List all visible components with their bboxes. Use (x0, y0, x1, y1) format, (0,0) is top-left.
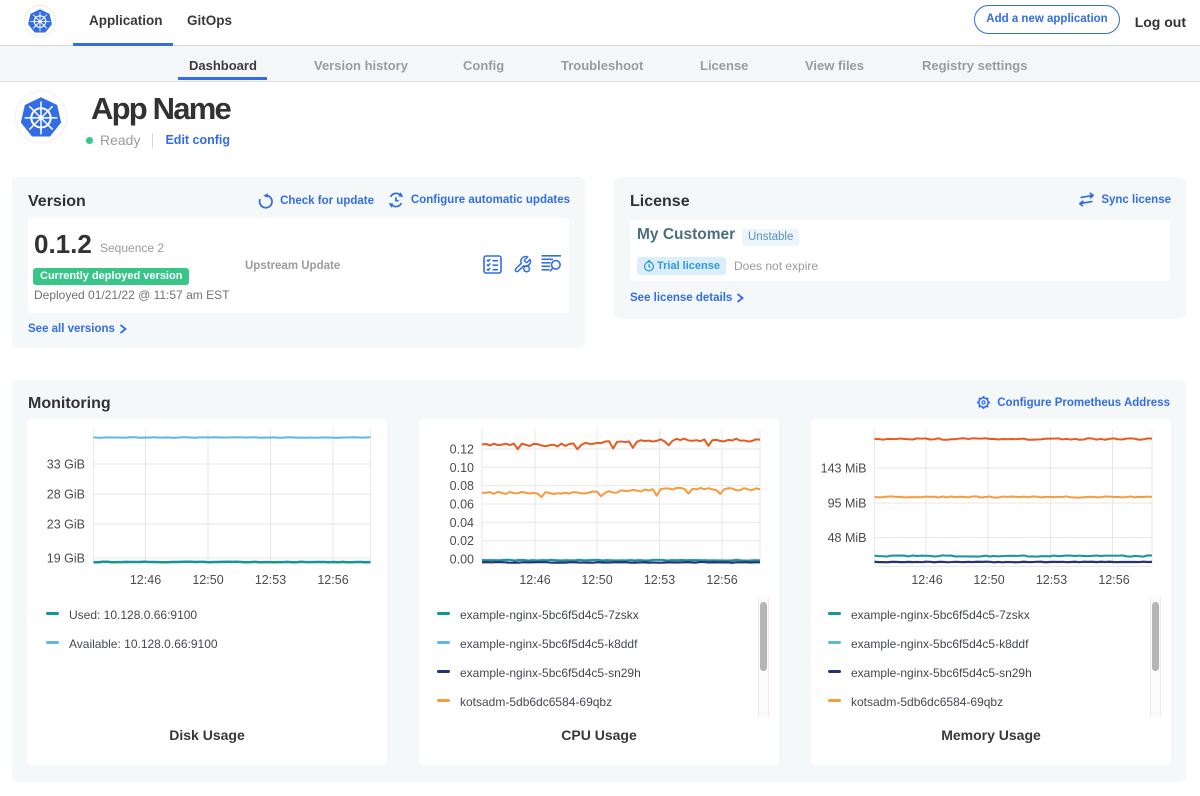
svg-text:143 MiB: 143 MiB (821, 462, 867, 476)
svg-text:12:56: 12:56 (706, 573, 737, 587)
svg-text:12:56: 12:56 (317, 573, 348, 587)
svg-text:12:53: 12:53 (1036, 573, 1067, 587)
svg-text:48 MiB: 48 MiB (828, 531, 867, 545)
svg-text:12:53: 12:53 (644, 573, 675, 587)
svg-text:33 GiB: 33 GiB (47, 458, 85, 472)
svg-text:12:46: 12:46 (519, 573, 550, 587)
svg-text:12:53: 12:53 (255, 573, 286, 587)
svg-text:0.12: 0.12 (450, 443, 474, 457)
svg-text:28 GiB: 28 GiB (47, 488, 85, 502)
svg-text:0.00: 0.00 (450, 553, 474, 567)
svg-text:0.10: 0.10 (450, 461, 474, 475)
svg-text:12:50: 12:50 (973, 573, 1004, 587)
svg-text:95 MiB: 95 MiB (828, 497, 867, 511)
svg-text:0.08: 0.08 (450, 479, 474, 493)
svg-text:12:46: 12:46 (911, 573, 942, 587)
svg-text:0.02: 0.02 (450, 534, 474, 548)
svg-text:12:50: 12:50 (192, 573, 223, 587)
svg-text:12:56: 12:56 (1098, 573, 1129, 587)
svg-text:19 GiB: 19 GiB (47, 552, 85, 566)
svg-text:12:50: 12:50 (581, 573, 612, 587)
svg-text:12:46: 12:46 (130, 573, 161, 587)
svg-text:23 GiB: 23 GiB (47, 518, 85, 532)
svg-text:0.04: 0.04 (450, 516, 474, 530)
svg-text:0.06: 0.06 (450, 498, 474, 512)
